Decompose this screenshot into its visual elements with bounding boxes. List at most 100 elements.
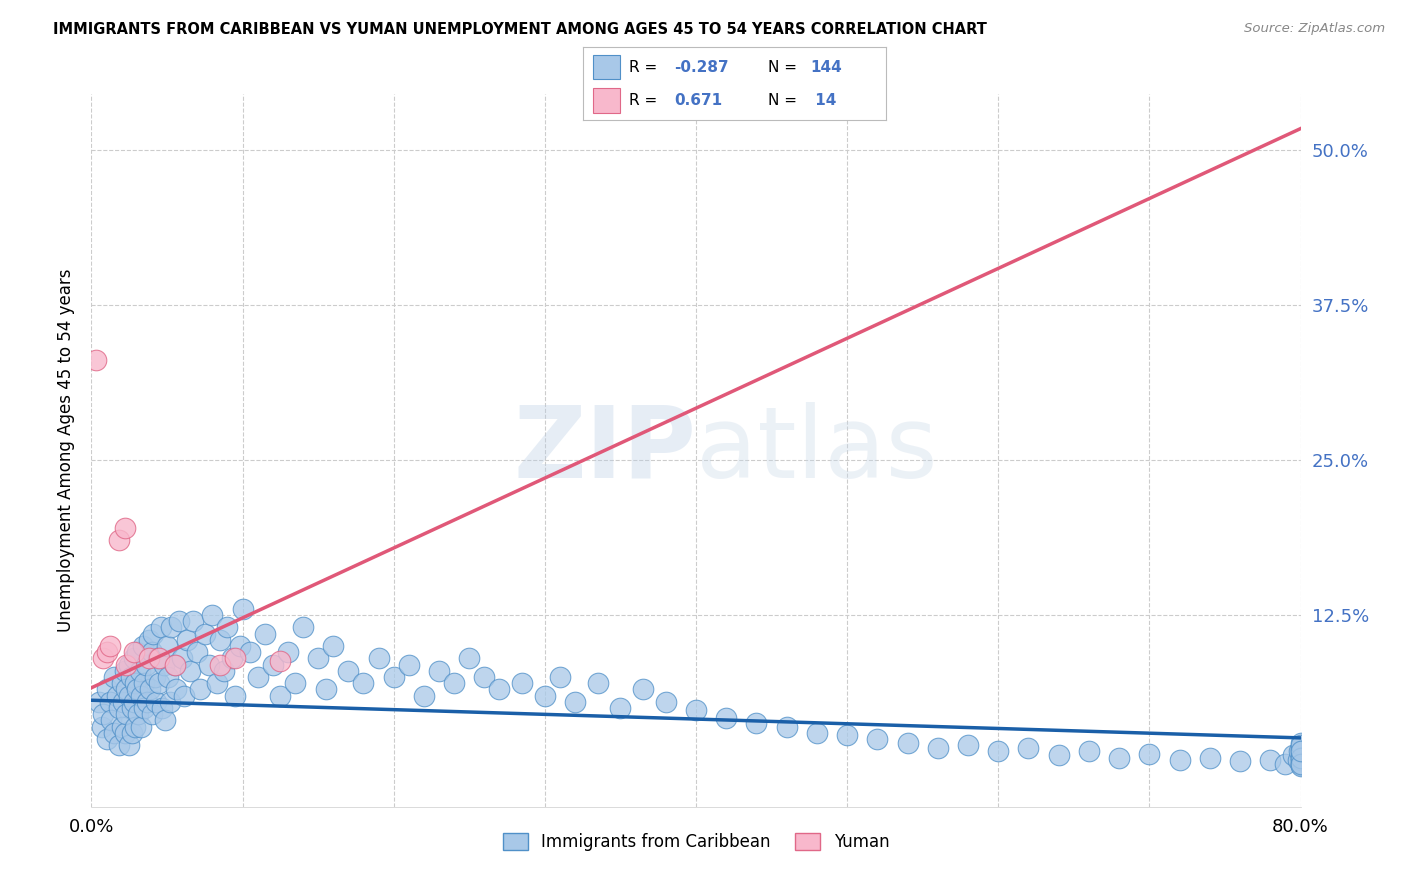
Point (1260, 753, 1282, 767)
Text: Source: ZipAtlas.com: Source: ZipAtlas.com (1244, 22, 1385, 36)
Point (149, 620, 172, 634)
Point (1018, 740, 1040, 755)
Point (121, 701, 143, 715)
Point (1286, 753, 1309, 767)
Text: R =: R = (628, 93, 666, 108)
Point (269, 689, 291, 703)
Point (181, 614, 204, 628)
Text: R =: R = (628, 60, 662, 75)
Point (145, 695, 167, 709)
Point (1139, 747, 1161, 761)
Point (146, 651, 169, 665)
Point (118, 738, 141, 752)
Point (307, 651, 329, 665)
Point (835, 728, 858, 742)
Point (806, 726, 828, 740)
Point (1047, 748, 1070, 763)
Point (315, 682, 337, 697)
Point (1077, 744, 1099, 758)
Point (292, 620, 315, 634)
Point (776, 720, 799, 734)
Point (139, 682, 162, 697)
Point (262, 657, 284, 672)
Point (96, 731, 118, 746)
Point (114, 521, 136, 535)
Point (205, 676, 228, 690)
Point (135, 657, 157, 672)
Point (413, 689, 436, 703)
Point (208, 657, 231, 672)
Point (1198, 750, 1220, 764)
Point (103, 670, 125, 684)
Point (284, 676, 307, 690)
Point (1289, 744, 1312, 758)
Point (115, 657, 138, 672)
Point (398, 657, 420, 672)
Point (124, 676, 146, 690)
Point (122, 695, 145, 709)
Point (1289, 740, 1312, 755)
Text: 0.671: 0.671 (675, 93, 723, 108)
Point (1289, 750, 1312, 764)
Point (134, 701, 156, 715)
Point (548, 670, 571, 684)
Point (1289, 753, 1312, 767)
Point (152, 701, 174, 715)
Point (111, 676, 132, 690)
Point (277, 645, 299, 659)
Point (176, 632, 198, 647)
Point (214, 664, 236, 678)
Point (138, 632, 160, 647)
Text: N =: N = (768, 60, 801, 75)
Point (427, 664, 450, 678)
Point (157, 670, 180, 684)
Point (93, 651, 115, 665)
Point (472, 670, 495, 684)
Point (337, 664, 360, 678)
Text: N =: N = (768, 93, 801, 108)
Point (143, 670, 166, 684)
Point (87, 695, 110, 709)
Point (100, 714, 122, 728)
Text: -0.287: -0.287 (675, 60, 728, 75)
Point (142, 626, 165, 640)
Text: ZIP: ZIP (513, 402, 696, 499)
Point (231, 601, 253, 615)
Point (138, 651, 160, 665)
Point (96, 682, 118, 697)
Point (1289, 756, 1312, 771)
Point (163, 657, 186, 672)
Point (159, 695, 181, 709)
Point (1108, 750, 1130, 764)
Point (156, 639, 179, 653)
Point (121, 726, 143, 740)
Point (141, 645, 163, 659)
Point (118, 657, 141, 672)
Point (128, 664, 150, 678)
Point (148, 651, 170, 665)
Point (685, 703, 707, 717)
Point (1289, 758, 1312, 772)
Point (1289, 759, 1312, 773)
Point (114, 664, 136, 678)
Point (136, 695, 159, 709)
Point (201, 607, 224, 622)
Point (122, 645, 145, 659)
Point (352, 676, 374, 690)
Point (586, 676, 609, 690)
Point (367, 651, 389, 665)
Point (111, 720, 132, 734)
Point (93, 707, 115, 722)
Point (125, 645, 148, 659)
Point (269, 654, 291, 668)
Point (1289, 738, 1312, 752)
Point (129, 689, 152, 703)
Point (1289, 744, 1312, 758)
Point (246, 670, 269, 684)
Point (1229, 755, 1251, 769)
Point (239, 645, 262, 659)
Text: 14: 14 (810, 93, 837, 108)
Point (897, 736, 920, 750)
Point (866, 731, 889, 746)
Point (160, 620, 183, 634)
